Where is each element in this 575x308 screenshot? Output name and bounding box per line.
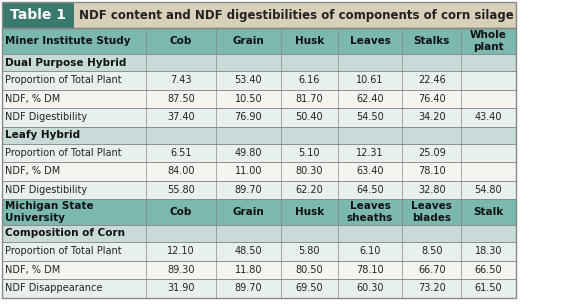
Text: Leaves
blades: Leaves blades (411, 201, 452, 223)
Bar (2, 54, 516, 71)
Text: 76.40: 76.40 (418, 94, 446, 104)
Bar (2, 242, 516, 261)
Bar (2, 108, 516, 127)
Bar (2, 2, 74, 28)
Bar (2, 71, 516, 90)
Text: 78.10: 78.10 (418, 166, 446, 176)
Text: 6.16: 6.16 (298, 75, 320, 85)
Text: 84.00: 84.00 (167, 166, 195, 176)
Text: NDF, % DM: NDF, % DM (5, 94, 60, 104)
Text: 63.40: 63.40 (356, 166, 384, 176)
Bar (2, 2, 516, 28)
Text: 73.20: 73.20 (418, 283, 446, 293)
Text: 89.30: 89.30 (167, 265, 195, 275)
Text: 43.40: 43.40 (475, 112, 502, 122)
Text: Leaves
sheaths: Leaves sheaths (347, 201, 393, 223)
Bar (2, 180, 516, 199)
Text: Grain: Grain (233, 36, 264, 46)
Text: Stalk: Stalk (473, 207, 504, 217)
Bar (74, 2, 516, 28)
Text: 12.10: 12.10 (167, 246, 195, 256)
Text: NDF Disappearance: NDF Disappearance (5, 283, 103, 293)
Text: NDF, % DM: NDF, % DM (5, 265, 60, 275)
Text: 50.40: 50.40 (296, 112, 323, 122)
Text: Proportion of Total Plant: Proportion of Total Plant (5, 246, 122, 256)
Text: Proportion of Total Plant: Proportion of Total Plant (5, 148, 122, 158)
Text: 8.50: 8.50 (421, 246, 442, 256)
Text: Husk: Husk (294, 36, 324, 46)
Text: 62.40: 62.40 (356, 94, 384, 104)
Bar (2, 279, 516, 298)
Text: Grain: Grain (233, 207, 264, 217)
Text: 64.50: 64.50 (356, 185, 384, 195)
Text: 80.50: 80.50 (296, 265, 323, 275)
Bar (2, 199, 516, 225)
Text: 5.10: 5.10 (298, 148, 320, 158)
Text: 34.20: 34.20 (418, 112, 446, 122)
Text: NDF Digestibility: NDF Digestibility (5, 112, 87, 122)
Text: 61.50: 61.50 (474, 283, 502, 293)
Text: NDF content and NDF digestibilities of components of corn silage: NDF content and NDF digestibilities of c… (79, 9, 514, 22)
Text: 54.50: 54.50 (356, 112, 384, 122)
Text: 22.46: 22.46 (418, 75, 446, 85)
Text: Dual Purpose Hybrid: Dual Purpose Hybrid (5, 58, 126, 67)
Text: 6.51: 6.51 (170, 148, 191, 158)
Text: Leaves: Leaves (350, 36, 390, 46)
Text: 10.50: 10.50 (235, 94, 262, 104)
Text: 78.10: 78.10 (356, 265, 384, 275)
Text: NDF Digestibility: NDF Digestibility (5, 185, 87, 195)
Text: Miner Institute Study: Miner Institute Study (5, 36, 131, 46)
Text: 7.43: 7.43 (170, 75, 191, 85)
Bar (2, 28, 516, 54)
Text: Proportion of Total Plant: Proportion of Total Plant (5, 75, 122, 85)
Text: NDF, % DM: NDF, % DM (5, 166, 60, 176)
Bar (2, 144, 516, 162)
Bar (2, 28, 516, 298)
Bar (2, 162, 516, 180)
Text: 60.30: 60.30 (356, 283, 384, 293)
Text: 89.70: 89.70 (235, 283, 262, 293)
Text: 12.31: 12.31 (356, 148, 384, 158)
Text: 53.40: 53.40 (235, 75, 262, 85)
Text: Cob: Cob (170, 36, 192, 46)
Text: Whole
plant: Whole plant (470, 30, 507, 52)
Bar (2, 90, 516, 108)
Text: 48.50: 48.50 (235, 246, 262, 256)
Text: Table 1: Table 1 (10, 8, 66, 22)
Text: Leafy Hybrid: Leafy Hybrid (5, 130, 80, 140)
Text: Cob: Cob (170, 207, 192, 217)
Text: 11.80: 11.80 (235, 265, 262, 275)
Text: 69.50: 69.50 (296, 283, 323, 293)
Text: 11.00: 11.00 (235, 166, 262, 176)
Text: 81.70: 81.70 (296, 94, 323, 104)
Text: 66.50: 66.50 (474, 265, 502, 275)
Text: 6.10: 6.10 (359, 246, 381, 256)
Bar (2, 127, 516, 144)
Text: 5.80: 5.80 (298, 246, 320, 256)
Text: 89.70: 89.70 (235, 185, 262, 195)
Text: 76.90: 76.90 (235, 112, 262, 122)
Text: 10.61: 10.61 (356, 75, 384, 85)
Text: 62.20: 62.20 (296, 185, 323, 195)
Text: 80.30: 80.30 (296, 166, 323, 176)
Text: 32.80: 32.80 (418, 185, 446, 195)
Text: 66.70: 66.70 (418, 265, 446, 275)
Text: Stalks: Stalks (413, 36, 450, 46)
Text: Michigan State
University: Michigan State University (5, 201, 94, 223)
Bar (2, 261, 516, 279)
Text: 18.30: 18.30 (475, 246, 502, 256)
Text: Composition of Corn: Composition of Corn (5, 229, 125, 238)
Bar (2, 225, 516, 242)
Text: 49.80: 49.80 (235, 148, 262, 158)
Text: 87.50: 87.50 (167, 94, 195, 104)
Text: 25.09: 25.09 (418, 148, 446, 158)
Text: 54.80: 54.80 (474, 185, 502, 195)
Text: 37.40: 37.40 (167, 112, 195, 122)
Text: 55.80: 55.80 (167, 185, 195, 195)
Text: Husk: Husk (294, 207, 324, 217)
Text: 31.90: 31.90 (167, 283, 195, 293)
